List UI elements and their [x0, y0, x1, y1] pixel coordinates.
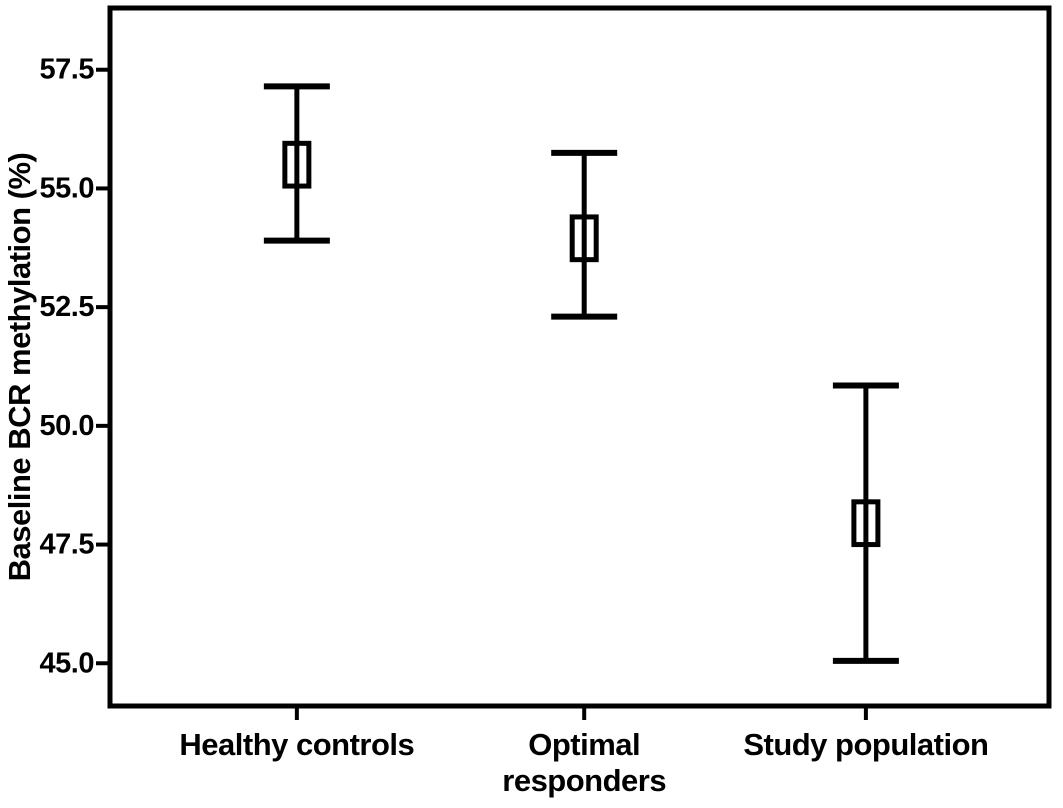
y-tick-label: 45.0 [40, 647, 94, 679]
x-category-label: Study population [743, 727, 988, 762]
y-tick-label: 55.0 [40, 172, 94, 204]
y-tick-label: 47.5 [40, 529, 95, 561]
y-tick-label: 52.5 [40, 291, 95, 323]
y-tick-label: 50.0 [40, 410, 94, 442]
mean-box [569, 214, 599, 263]
mean-box [851, 499, 881, 548]
plot-frame [107, 5, 1052, 709]
x-category-label: Optimal responders [502, 727, 666, 798]
mean-box [282, 140, 312, 189]
y-axis-title: Baseline BCR methylation (%) [2, 153, 37, 582]
x-category-label: Healthy controls [179, 727, 414, 762]
y-tick-label: 57.5 [40, 54, 95, 86]
